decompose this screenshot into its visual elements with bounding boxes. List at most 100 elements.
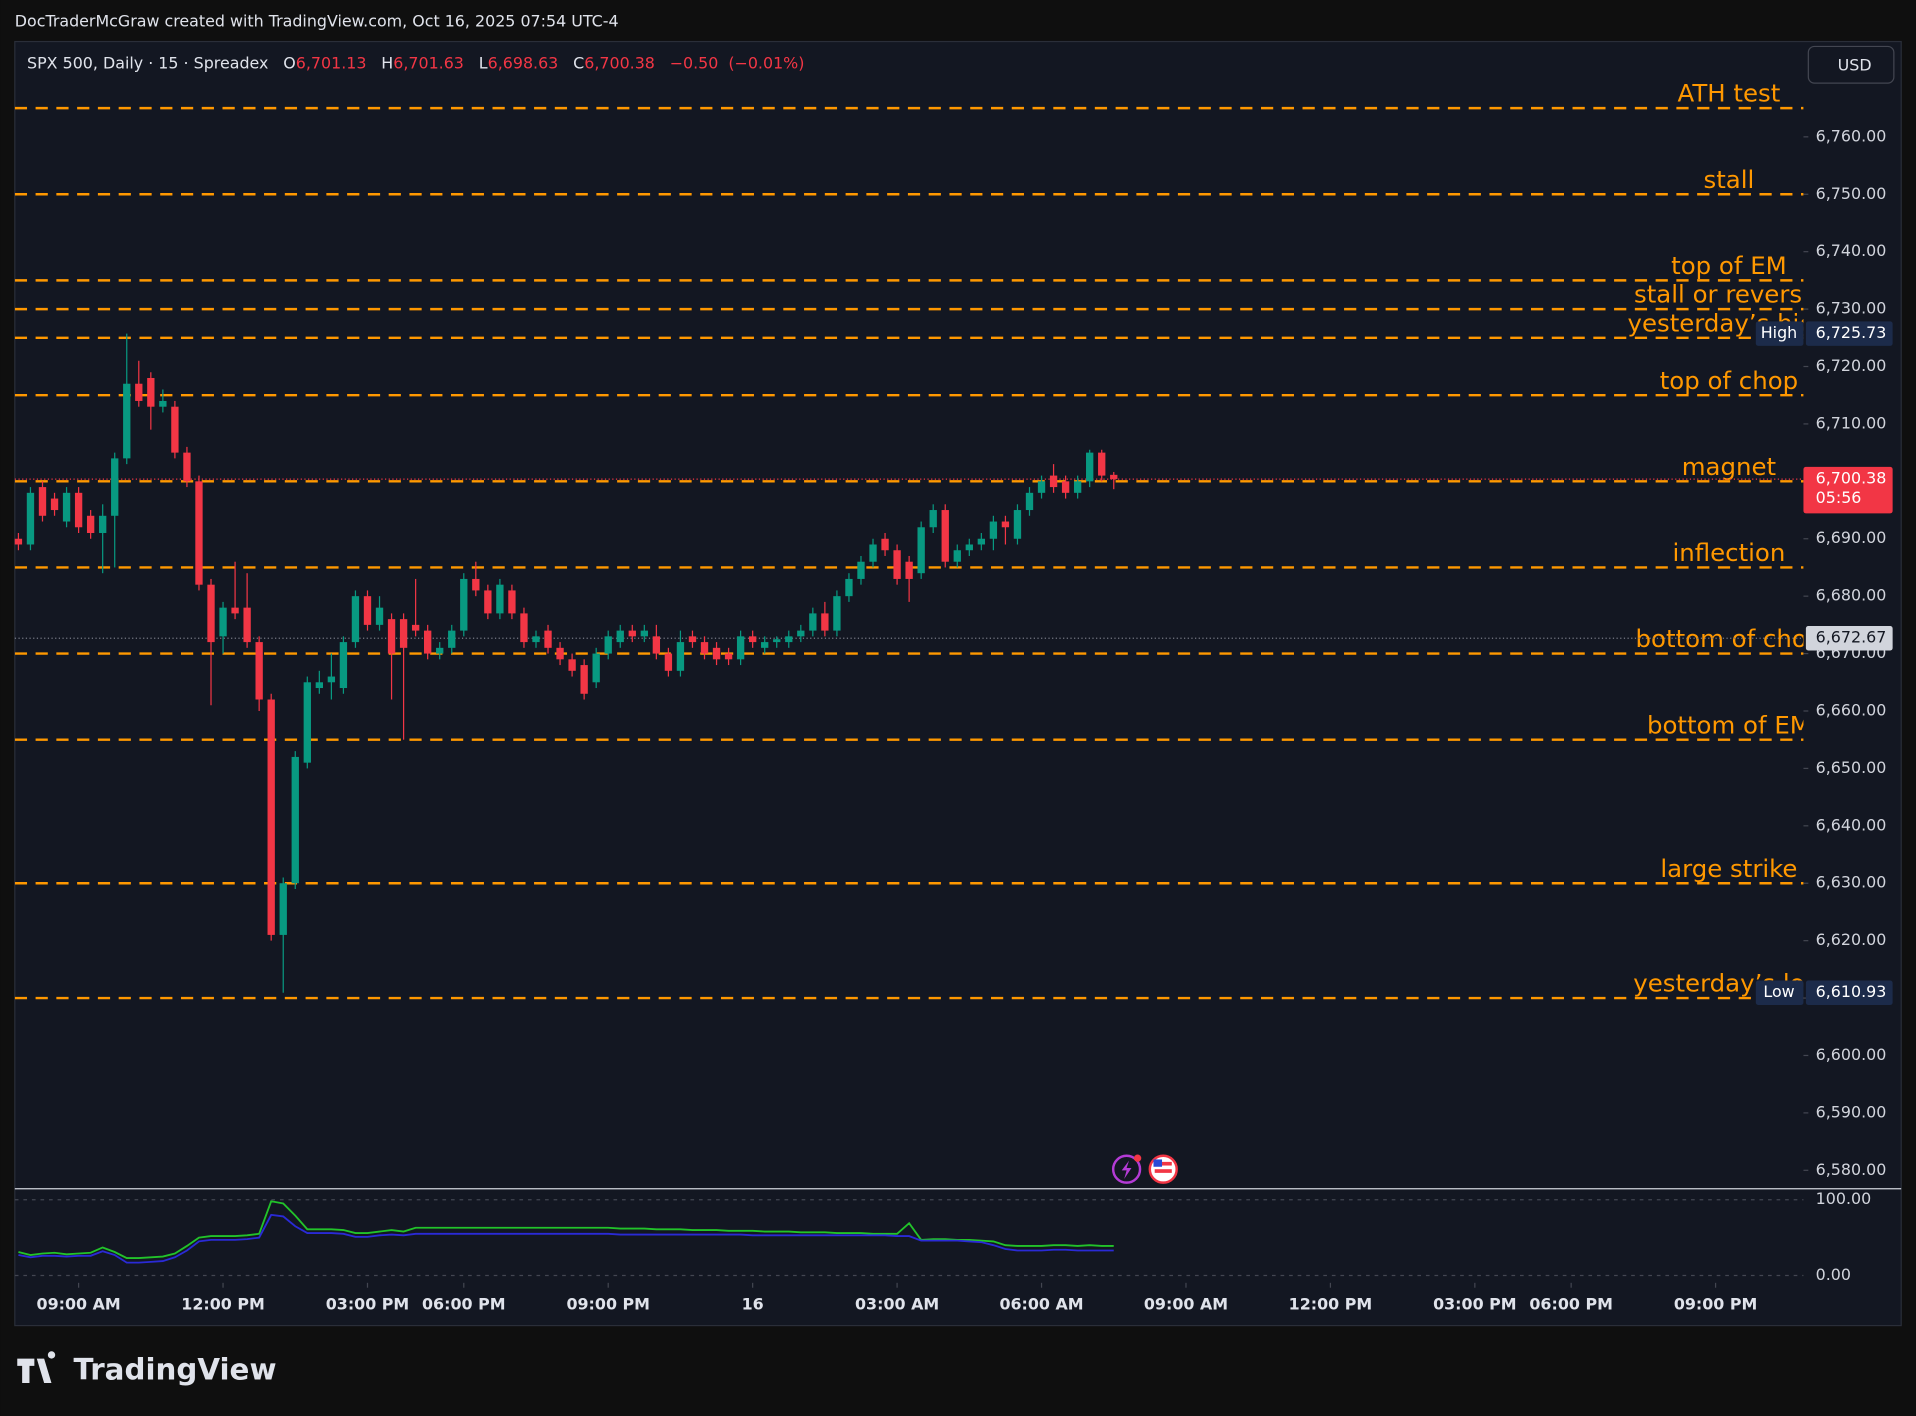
candle-body — [219, 607, 227, 637]
x-tick-label: 06:00 PM — [422, 1294, 506, 1313]
legend-value: 6,701.13 — [296, 53, 367, 72]
level-label: bottom of chop — [1636, 624, 1823, 653]
candle-body — [14, 538, 23, 545]
legend: SPX 500, Daily · 15 · Spreadex O6,701.13… — [27, 53, 804, 72]
candle-body — [99, 515, 107, 534]
low-tag — [1755, 980, 1804, 1005]
candle-body — [231, 607, 239, 614]
flag-stripe — [1154, 1169, 1172, 1173]
candle-body — [929, 510, 937, 528]
legend-key: H — [381, 53, 393, 72]
crosshair-badge — [1805, 626, 1893, 651]
candle-body — [532, 636, 540, 643]
candle-body — [748, 636, 757, 643]
candle-body — [159, 400, 167, 407]
candle-body — [207, 584, 215, 643]
indicator-line — [18, 1200, 1114, 1259]
last-price-badge — [1803, 466, 1893, 514]
level-label: inflection — [1672, 538, 1785, 567]
legend-key: C — [573, 53, 584, 72]
brand-name: TradingView — [73, 1352, 276, 1386]
brand-logo — [17, 1351, 56, 1384]
candle-body — [339, 642, 348, 689]
candle-body — [135, 383, 143, 401]
candle-body — [424, 630, 432, 654]
candle-body — [363, 596, 372, 625]
top-caption: DocTraderMcGraw created with TradingView… — [15, 11, 619, 30]
candle-body — [893, 550, 901, 579]
y-tick-label: 6,750.00 — [1816, 184, 1887, 203]
legend-value: 6,701.63 — [393, 53, 464, 72]
candle-body — [664, 653, 673, 671]
candle-body — [785, 636, 793, 643]
level-label: magnet — [1682, 452, 1776, 481]
high-badge-label: 6,725.73 — [1816, 323, 1887, 342]
candle-body — [845, 578, 853, 597]
indicator-line — [18, 1213, 1114, 1264]
y-tick-label: 6,730.00 — [1816, 299, 1887, 318]
candle-body — [857, 561, 865, 579]
plot-layer: 6,580.006,590.006,600.006,610.006,620.00… — [14, 126, 1893, 1313]
candle-body — [520, 613, 528, 643]
candle-body — [147, 377, 155, 407]
level-label: bottom of EM — [1647, 710, 1811, 739]
y-tick-label: 6,680.00 — [1816, 586, 1887, 605]
candle-body — [1049, 475, 1058, 488]
candle-body — [460, 578, 468, 631]
candle-body — [821, 613, 829, 631]
candle-body — [291, 756, 299, 884]
x-tick-label: 09:00 PM — [566, 1294, 650, 1313]
candle-body — [761, 642, 769, 648]
x-tick-label: 06:00 AM — [999, 1294, 1083, 1313]
crosshair-badge-label: 6,672.67 — [1816, 628, 1887, 647]
high-badge — [1805, 321, 1893, 346]
candle-body — [171, 406, 179, 453]
candle-body — [905, 561, 913, 579]
chart-frame — [14, 40, 1902, 1327]
candle-body — [279, 883, 287, 935]
candle-body — [953, 550, 961, 562]
candle-body — [676, 642, 685, 671]
candle-body — [375, 607, 384, 625]
low-badge-label: 6,610.93 — [1816, 982, 1887, 1001]
candle-body — [688, 636, 697, 643]
candle-body — [773, 639, 781, 643]
x-tick-label: 09:00 PM — [1674, 1294, 1758, 1313]
y-tick-label: 0.00 — [1816, 1265, 1851, 1284]
candle-body — [989, 521, 998, 539]
candle-body — [544, 630, 552, 648]
flag-stripe — [1154, 1161, 1172, 1166]
y-tick-label: 6,710.00 — [1816, 413, 1887, 432]
x-tick-label: 06:00 PM — [1529, 1294, 1613, 1313]
y-tick-label: 6,580.00 — [1816, 1160, 1887, 1179]
candle-body — [809, 613, 817, 631]
candle-body — [86, 515, 95, 534]
candle-body — [351, 596, 360, 643]
y-tick-label: 100.00 — [1816, 1189, 1872, 1208]
event-dot — [1133, 1154, 1142, 1162]
candle-body — [1013, 510, 1022, 539]
candle-body — [1086, 452, 1094, 482]
candle-body — [267, 699, 275, 935]
legend-change: −0.50 — [670, 53, 719, 72]
candle-body — [496, 584, 504, 614]
candle-body — [303, 682, 311, 763]
level-label: stall or reversal — [1634, 280, 1824, 309]
flag-canton — [1153, 1159, 1163, 1167]
candle-body — [38, 487, 47, 516]
currency-button[interactable] — [1807, 45, 1895, 84]
candle-body — [580, 665, 588, 694]
candle-body — [797, 630, 805, 637]
x-tick-label: 12:00 PM — [181, 1294, 265, 1313]
candle-body — [556, 647, 564, 660]
candle-body — [640, 630, 648, 637]
x-tick-label: 12:00 PM — [1289, 1294, 1373, 1313]
y-tick-label: 6,740.00 — [1816, 241, 1887, 260]
currency-label: USD — [1838, 55, 1872, 74]
candle-body — [1025, 492, 1034, 511]
legend-value: 6,698.63 — [488, 53, 559, 72]
candle-body — [592, 653, 600, 683]
candle-body — [833, 596, 841, 631]
candle-body — [448, 630, 456, 648]
